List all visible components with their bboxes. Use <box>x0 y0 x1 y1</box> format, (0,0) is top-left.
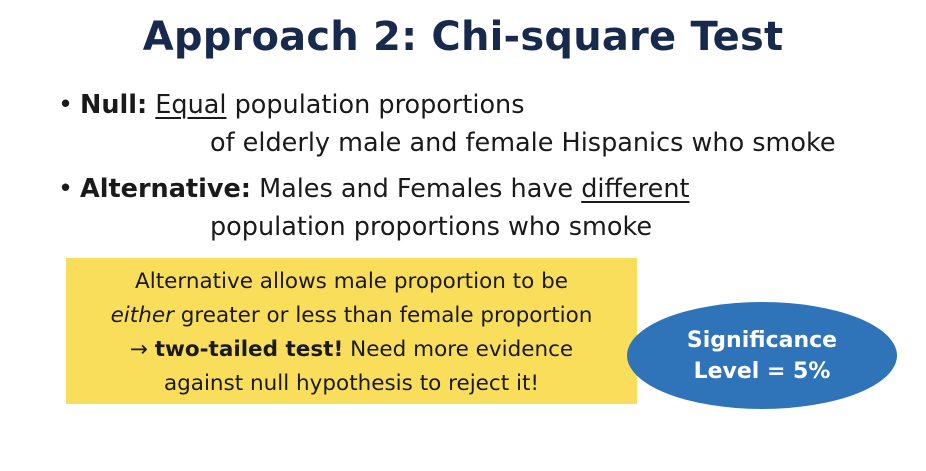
bullet-marker: • <box>58 90 74 120</box>
callout-italic-word: either <box>110 303 174 328</box>
bullet-text: population proportions <box>234 90 525 120</box>
callout-line-3-text: Need more evidence <box>350 337 574 362</box>
bullet-emphasis-different: different <box>581 174 690 204</box>
bullet-emphasis-equal: Equal <box>155 90 227 120</box>
bullet-continuation: population proportions who smoke <box>210 212 653 242</box>
bullet-null: • Null: Equal population proportions of e… <box>58 86 836 158</box>
slide-title: Approach 2: Chi-square Test <box>142 14 784 60</box>
callout-bold-phrase: two-tailed test! <box>154 337 344 362</box>
significance-level: Level = 5% <box>693 358 831 384</box>
significance-label: Significance <box>686 327 838 353</box>
callout-line-3: → two-tailed test! Need more evidence <box>66 333 637 367</box>
callout-box: Alternative allows male proportion to be… <box>66 258 637 404</box>
arrow-icon: → <box>129 337 148 362</box>
bullet-text: Males and Females have <box>259 174 574 204</box>
bullet-term-null: Null: <box>80 90 148 120</box>
significance-badge: Significance Level = 5% <box>627 302 897 409</box>
bullet-marker: • <box>58 174 74 204</box>
bullet-continuation: of elderly male and female Hispanics who… <box>210 128 836 158</box>
bullet-term-alternative: Alternative: <box>80 174 251 204</box>
callout-line-2-text: greater or less than female proportion <box>180 303 593 328</box>
callout-line-2: either greater or less than female propo… <box>66 299 637 333</box>
bullet-alternative: • Alternative: Males and Females have dif… <box>58 170 690 242</box>
callout-line-1: Alternative allows male proportion to be <box>135 269 568 294</box>
callout-line-4: against null hypothesis to reject it! <box>163 371 540 396</box>
